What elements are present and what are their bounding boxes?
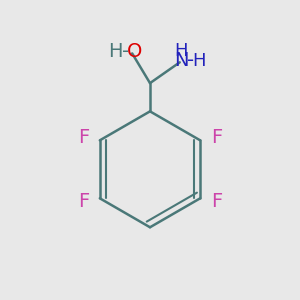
- Text: H: H: [192, 52, 206, 70]
- Text: F: F: [78, 128, 89, 147]
- Text: H: H: [175, 42, 188, 60]
- Text: O: O: [127, 42, 142, 62]
- Text: F: F: [78, 192, 89, 211]
- Text: -: -: [122, 42, 129, 62]
- Text: -: -: [188, 51, 195, 70]
- Text: F: F: [211, 192, 222, 211]
- Text: F: F: [211, 128, 222, 147]
- Text: H: H: [109, 42, 123, 62]
- Text: N: N: [174, 51, 188, 70]
